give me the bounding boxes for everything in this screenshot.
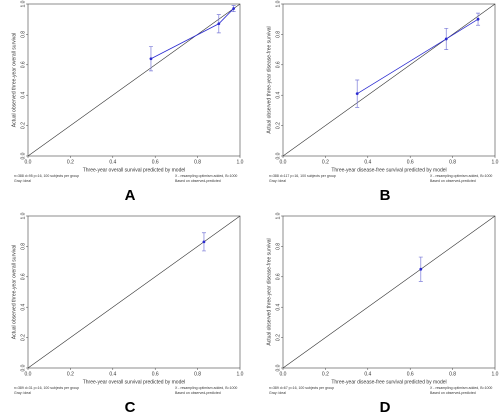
x-tick-label: 0.6 <box>152 371 159 377</box>
point <box>202 240 206 244</box>
x-tick-label: 0.2 <box>322 159 329 165</box>
y-axis-label: Actual observed three-year overall survi… <box>11 33 17 128</box>
y-tick-label: 0.2 <box>275 334 281 341</box>
y-tick-label: 1.0 <box>20 0 26 7</box>
x-axis-label: Three-year overall survival predicted by… <box>83 379 186 385</box>
y-tick-label: 0.4 <box>275 92 281 99</box>
y-tick-label: 0.6 <box>275 273 281 280</box>
x-tick-label: 0.0 <box>25 159 32 165</box>
footnote: Gray: ideal <box>14 179 31 183</box>
point <box>232 7 236 10</box>
ideal-line <box>282 3 496 157</box>
x-tick-label: 0.4 <box>364 159 371 165</box>
y-tick-label: 0.6 <box>20 273 26 280</box>
y-tick-label: 1.0 <box>275 0 281 7</box>
y-tick-label: 0.8 <box>20 31 26 38</box>
y-tick-label: 0.4 <box>275 304 281 311</box>
panel-label: B <box>380 187 391 204</box>
x-tick-label: 0.0 <box>280 159 287 165</box>
x-tick-label: 0.6 <box>152 159 159 165</box>
footnote: n=388 d=117 p=16, 100 subjects per group <box>269 174 336 178</box>
footnote: Based on observed-predicted <box>430 179 476 183</box>
x-tick-label: 1.0 <box>492 371 499 377</box>
panel-label: C <box>125 399 136 416</box>
y-tick-label: 0.2 <box>20 122 26 129</box>
x-tick-label: 1.0 <box>237 159 244 165</box>
y-tick-label: 0.0 <box>20 364 26 371</box>
footnote: X - resampling optimism added, B=1000 <box>175 174 237 178</box>
y-tick-label: 1.0 <box>275 212 281 219</box>
x-tick-label: 0.2 <box>322 371 329 377</box>
x-tick-label: 1.0 <box>237 371 244 377</box>
x-tick-label: 0.4 <box>364 371 371 377</box>
plot-frame <box>27 3 241 157</box>
x-tick-label: 0.4 <box>109 371 116 377</box>
y-axis-label: Actual observed three-year overall survi… <box>11 245 17 340</box>
x-tick-label: 0.2 <box>67 371 74 377</box>
footnote: Gray: ideal <box>14 391 31 395</box>
calibration-line <box>150 8 234 60</box>
point <box>444 37 448 41</box>
y-tick-label: 0.2 <box>20 334 26 341</box>
y-tick-label: 1.0 <box>20 212 26 219</box>
x-tick-label: 0.0 <box>280 371 287 377</box>
x-tick-label: 0.4 <box>109 159 116 165</box>
y-tick-label: 0.8 <box>275 243 281 250</box>
footnote: Based on observed-predicted <box>175 391 221 395</box>
y-tick-label: 0.0 <box>275 152 281 159</box>
footnote: X - resampling optimism added, B=1000 <box>430 386 492 390</box>
plot-frame <box>27 215 241 369</box>
plot-frame <box>282 215 496 369</box>
x-tick-label: 0.6 <box>407 159 414 165</box>
footnote: n=388 d=95 p=16, 100 subjects per group <box>14 174 79 178</box>
calibration-line <box>356 18 479 95</box>
x-axis-label: Three-year overall survival predicted by… <box>83 167 186 173</box>
panel-label: A <box>125 187 136 204</box>
point <box>355 92 359 96</box>
x-tick-label: 0.8 <box>449 159 456 165</box>
x-axis-label: Three-year disease-free survival predict… <box>331 379 446 385</box>
footnote: Based on observed-predicted <box>175 179 221 183</box>
footnote: Gray: ideal <box>269 391 286 395</box>
plot-frame <box>282 3 496 157</box>
x-tick-label: 0.2 <box>67 159 74 165</box>
y-tick-label: 0.6 <box>20 61 26 68</box>
y-tick-label: 0.2 <box>275 122 281 129</box>
y-axis-label: Actual observed three-year disease-free … <box>266 26 272 133</box>
y-tick-label: 0.4 <box>20 304 26 311</box>
x-axis-label: Three-year disease-free survival predict… <box>331 167 446 173</box>
x-tick-label: 0.8 <box>194 159 201 165</box>
footnote: X - resampling optimism added, B=1000 <box>430 174 492 178</box>
footnote: n=389 d=67 p=16, 100 subjects per group <box>269 386 334 390</box>
y-tick-label: 0.4 <box>20 92 26 99</box>
ideal-line <box>27 215 241 369</box>
point <box>476 17 480 21</box>
y-tick-label: 0.6 <box>275 61 281 68</box>
y-tick-label: 0.8 <box>275 31 281 38</box>
point <box>149 57 153 61</box>
x-tick-label: 0.8 <box>194 371 201 377</box>
footnote: n=389 d=31 p=16, 100 subjects per group <box>14 386 79 390</box>
footnote: X - resampling optimism added, B=1000 <box>175 386 237 390</box>
ideal-line <box>27 3 241 157</box>
footnote: Gray: ideal <box>269 179 286 183</box>
panel-label: D <box>380 399 391 416</box>
ideal-line <box>282 215 496 369</box>
y-tick-label: 0.0 <box>20 152 26 159</box>
y-tick-label: 0.0 <box>275 364 281 371</box>
x-tick-label: 0.8 <box>449 371 456 377</box>
point <box>419 267 423 271</box>
footnote: Based on observed-predicted <box>430 391 476 395</box>
y-axis-label: Actual observed three-year disease-free … <box>266 238 272 345</box>
point <box>217 22 221 26</box>
y-tick-label: 0.8 <box>20 243 26 250</box>
x-tick-label: 0.0 <box>25 371 32 377</box>
x-tick-label: 1.0 <box>492 159 499 165</box>
x-tick-label: 0.6 <box>407 371 414 377</box>
